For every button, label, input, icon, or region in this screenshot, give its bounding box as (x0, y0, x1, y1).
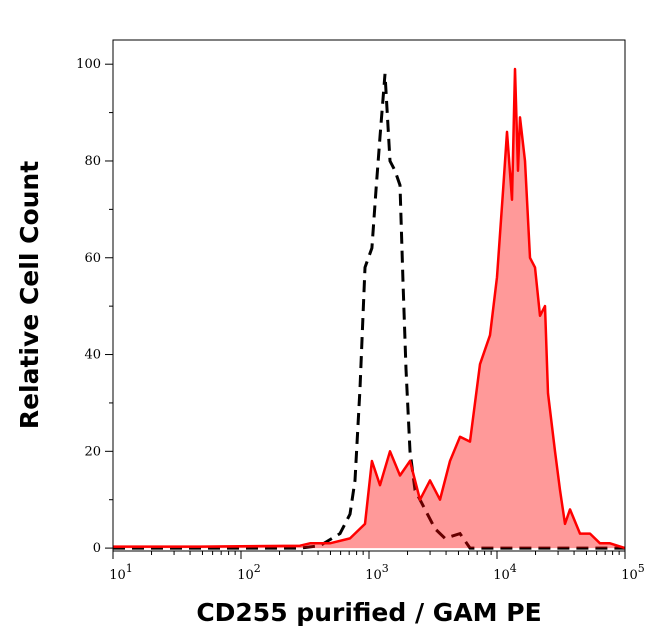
tick-base: 10 (109, 568, 126, 583)
tick-exponent: 3 (382, 562, 389, 575)
tick-base: 10 (365, 568, 382, 583)
isotype-control-dashed-line (113, 73, 625, 550)
tick-exponent: 4 (510, 562, 517, 575)
tick-base: 10 (621, 568, 638, 583)
tick-exponent: 5 (638, 562, 645, 575)
y-tick-label: 40 (84, 348, 101, 363)
x-tick-label: 102 (237, 562, 261, 583)
plot-marks (113, 67, 626, 550)
y-tick-label: 100 (76, 57, 101, 72)
y-tick-label: 20 (84, 444, 101, 459)
x-tick-label: 101 (109, 562, 133, 583)
y-axis-label: Relative Cell Count (15, 161, 44, 429)
sample-histogram-line (113, 67, 626, 550)
sample-histogram-fill (113, 69, 625, 549)
x-tick-label: 105 (621, 562, 645, 583)
y-tick-label: 60 (84, 251, 101, 266)
tick-base: 10 (237, 568, 254, 583)
tick-base: 10 (493, 568, 510, 583)
y-tick-label: 0 (93, 541, 101, 556)
tick-exponent: 1 (126, 562, 133, 575)
y-tick-label: 80 (84, 154, 101, 169)
tick-exponent: 2 (254, 562, 261, 575)
x-tick-label: 104 (493, 562, 517, 583)
x-axis-label: CD255 purified / GAM PE (196, 598, 541, 627)
x-tick-label: 103 (365, 562, 389, 583)
